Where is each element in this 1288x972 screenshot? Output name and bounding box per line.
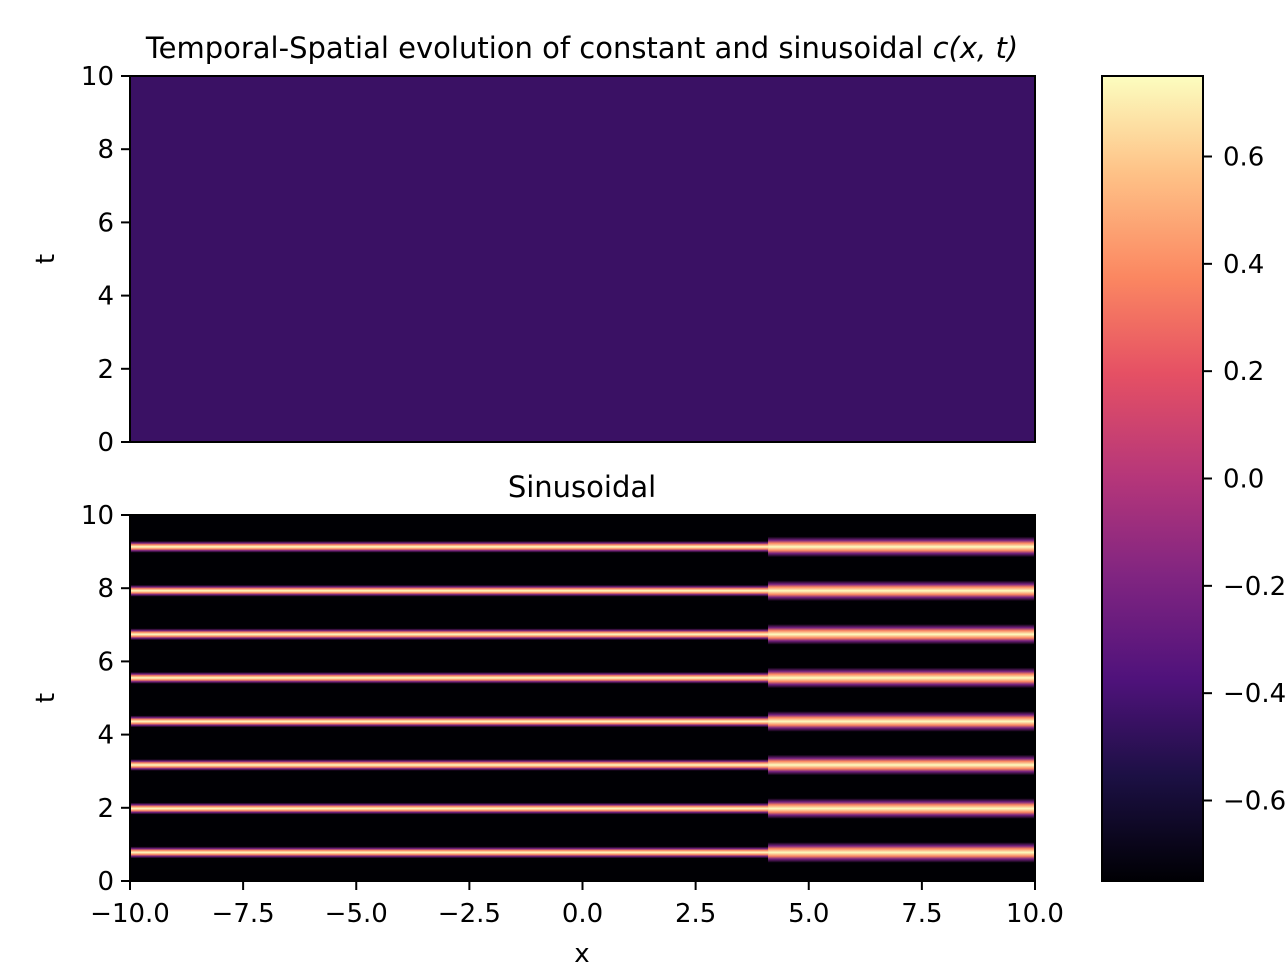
bottom-ytick-label: 10 [81,501,114,531]
band-right-5 [768,667,1035,689]
band-right-8 [768,536,1035,558]
band-left-6 [130,628,769,641]
bottom-xtick-label: 5.0 [788,899,829,929]
bottom-xtick-label: 7.5 [901,899,942,929]
colorbar-tick-label: −0.6 [1223,787,1286,817]
colorbar: −0.6 −0.4 −0.2 0.0 0.2 0.4 0.6 [1101,75,1286,882]
bottom-ytick-label: 6 [97,647,114,677]
colorbar-ticks: −0.6 −0.4 −0.2 0.0 0.2 0.4 0.6 [1203,143,1286,817]
bottom-xtick-label: 2.5 [675,899,716,929]
top-ytick-label: 0 [97,428,114,458]
bottom-xtick-label: −5.0 [325,899,388,929]
bottom-x-ticks: −10.0 −7.5 −5.0 −2.5 0.0 2.5 5.0 7.5 10.0 [90,881,1064,929]
band-left-8 [130,540,769,553]
top-panel: Temporal-Spatial evolution of constant a… [31,31,1036,458]
band-left-1 [130,846,769,859]
band-left-7 [130,584,769,597]
bottom-panel: Sinusoidal 0 2 4 6 8 10 −10.0 −7.5 −5.0 −2.5 0.0 2… [31,470,1064,969]
colorbar-tick-label: 0.2 [1223,357,1264,387]
bottom-xtick-label: −7.5 [212,899,275,929]
band-left-5 [130,672,769,684]
band-right-3 [768,754,1035,776]
band-right-6 [768,624,1035,645]
colorbar-tick-label: −0.2 [1223,572,1286,602]
band-right-4 [768,711,1035,732]
top-ytick-label: 6 [97,208,114,238]
top-ytick-label: 8 [97,135,114,165]
bottom-y-axis-label: t [31,693,61,703]
band-left-3 [130,759,769,771]
bottom-ytick-label: 8 [97,574,114,604]
top-heatmap-field [130,76,1035,442]
band-left-2 [130,802,769,815]
top-ytick-label: 10 [81,62,114,92]
bottom-xtick-label: 10.0 [1006,899,1064,929]
bottom-heatmap-background [130,515,1035,881]
bottom-xtick-label: 0.0 [562,899,603,929]
top-plot-frame [129,75,1036,443]
colorbar-tick-label: 0.4 [1223,250,1264,280]
colorbar-fill [1102,76,1203,881]
band-left-4 [130,715,769,728]
band-right-1 [768,842,1035,863]
top-title-math: c(x, t) [933,31,1019,65]
band-right-7 [768,580,1035,602]
bottom-ytick-label: 4 [97,721,114,751]
colorbar-tick-label: 0.0 [1223,465,1264,495]
top-panel-title: Temporal-Spatial evolution of constant a… [145,31,1018,65]
bottom-y-ticks: 0 2 4 6 8 10 [81,501,130,897]
colorbar-tick-label: −0.4 [1223,679,1286,709]
band-right-2 [768,798,1035,819]
colorbar-tick-label: 0.6 [1223,143,1264,173]
top-ytick-label: 2 [97,355,114,385]
bottom-xtick-label: −2.5 [438,899,501,929]
bottom-ytick-label: 0 [97,867,114,897]
bottom-x-axis-label: x [574,939,589,969]
top-y-axis-label: t [31,254,61,264]
bottom-xtick-label: −10.0 [90,899,170,929]
top-title-plain: Temporal-Spatial evolution of constant a… [145,31,933,65]
top-ytick-label: 4 [97,282,114,312]
bottom-bands [130,536,1035,863]
bottom-panel-title: Sinusoidal [508,470,656,504]
top-y-ticks: 0 2 4 6 8 10 [81,62,130,458]
bottom-ytick-label: 2 [97,794,114,824]
